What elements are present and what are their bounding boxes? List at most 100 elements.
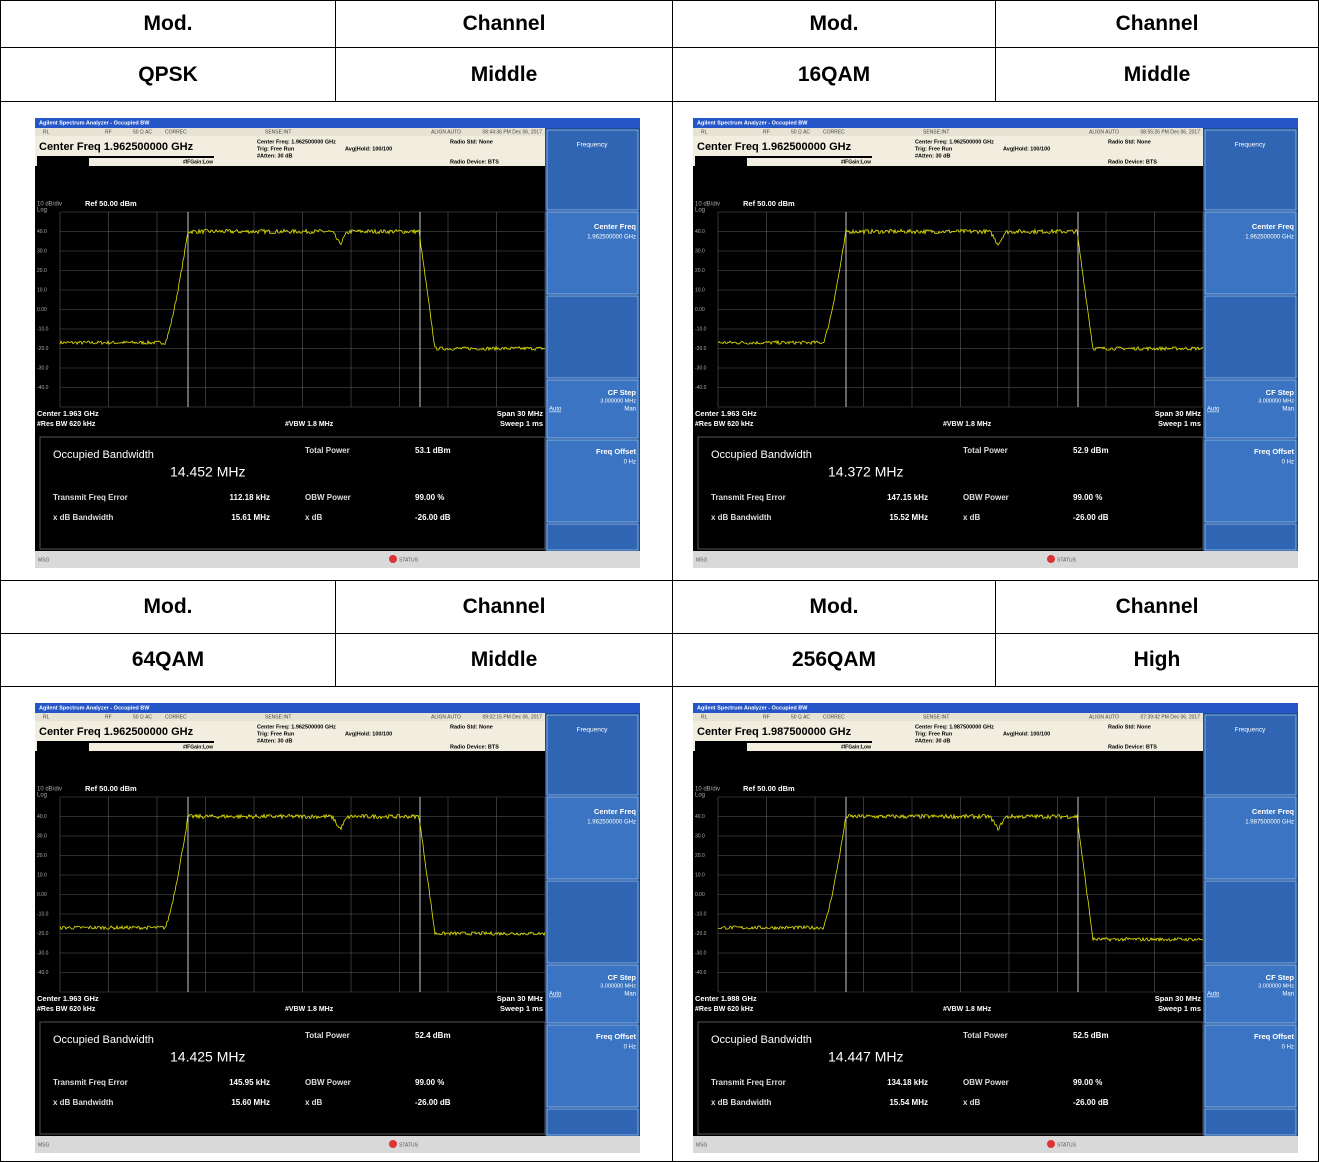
softkey-button (547, 881, 638, 963)
softkey-button (547, 296, 638, 378)
softkey-button (1205, 881, 1296, 963)
vbw: #VBW 1.8 MHz (285, 1006, 334, 1013)
status-label: STATUS (399, 1142, 419, 1148)
center-freq-info: Center Freq: 1.962500000 GHz (257, 724, 336, 730)
result-label: Total Power (305, 1031, 350, 1040)
radio-device: Radio Device: BTS (450, 159, 499, 165)
header-cell: Channel (335, 0, 673, 48)
softkey-center-value: 1.962500000 GHz (587, 820, 636, 826)
page: Mod.ChannelMod.ChannelQPSKMiddle16QAMMid… (0, 0, 1319, 1162)
status-item: CORREC (823, 129, 845, 135)
status-item: SENSE:INT (265, 129, 291, 135)
result-label: OBW Power (963, 1078, 1009, 1087)
result-label: x dB (305, 513, 323, 522)
softkey-cf-step: CF Step (1266, 973, 1295, 982)
vbw: #VBW 1.8 MHz (943, 1006, 992, 1013)
span: Span 30 MHz (1155, 994, 1202, 1003)
status-item: CORREC (823, 714, 845, 720)
status-item: RL (701, 129, 708, 135)
center-label: Center 1.963 GHz (695, 409, 757, 418)
y-label: 10.0 (695, 872, 705, 878)
softkey-button (1205, 524, 1296, 550)
y-label: -10.0 (695, 326, 707, 332)
result-value: 15.61 MHz (231, 513, 270, 522)
header-cell: Mod. (0, 580, 336, 634)
softkey-auto: Auto (1207, 992, 1220, 998)
result-value: 52.4 dBm (415, 1031, 451, 1040)
header-cell: Middle (335, 633, 673, 687)
status-item: ALIGN AUTO (1089, 714, 1119, 720)
softkey-menu: Frequency (577, 142, 608, 149)
y-label: 40.0 (37, 229, 47, 235)
header-cell: 16QAM (672, 47, 996, 102)
softkey-menu: Frequency (1235, 727, 1266, 734)
y-label: 30.0 (695, 833, 705, 839)
result-label: Transmit Freq Error (711, 1078, 786, 1087)
result-obw: 14.452 MHz (170, 464, 245, 480)
center-freq-title: Center Freq 1.962500000 GHz (39, 141, 194, 153)
status-item: RF (105, 714, 112, 720)
status-label: STATUS (399, 557, 419, 563)
y-label: -20.0 (695, 346, 707, 352)
radio-std: Radio Std: None (450, 139, 493, 145)
softkey-cf-step: CF Step (1266, 388, 1295, 397)
result-label: Total Power (963, 1031, 1008, 1040)
status-label: STATUS (1057, 1142, 1077, 1148)
status-bar (693, 551, 1298, 568)
result-value: 99.00 % (415, 493, 444, 502)
status-item: 50 Ω AC (791, 714, 810, 720)
softkey-cf-step: CF Step (608, 973, 637, 982)
result-value: -26.00 dB (1073, 1098, 1109, 1107)
status-item: SENSE:INT (923, 714, 949, 720)
status-item: 50 Ω AC (791, 129, 810, 135)
result-value: 15.54 MHz (889, 1098, 928, 1107)
y-label: 40.0 (37, 814, 47, 820)
span: Span 30 MHz (1155, 409, 1202, 418)
status-icon (389, 1140, 397, 1148)
header-cell: QPSK (0, 47, 336, 102)
header-cell: Middle (335, 47, 673, 102)
status-item: RL (43, 129, 50, 135)
msg-label: MSG (696, 1142, 708, 1148)
softkey-center-value: 1.962500000 GHz (587, 235, 636, 241)
result-value: 134.18 kHz (887, 1078, 928, 1087)
softkey-offset-value: 0 Hz (624, 1045, 636, 1051)
window-title: Agilent Spectrum Analyzer - Occupied BW (697, 120, 808, 126)
sweep: Sweep 1 ms (1158, 419, 1201, 428)
log-label: Log (695, 208, 705, 214)
result-label: x dB (963, 513, 981, 522)
y-label: -40.0 (695, 385, 707, 391)
msg-label: MSG (696, 557, 708, 563)
result-label: Transmit Freq Error (711, 493, 786, 502)
analyzer-screenshot: Agilent Spectrum Analyzer - Occupied BWR… (693, 703, 1298, 1153)
ref-level: Ref 50.00 dBm (85, 784, 137, 793)
y-label: 20.0 (37, 853, 47, 859)
status-icon (1047, 1140, 1055, 1148)
status-bar (693, 1136, 1298, 1153)
result-value: 15.52 MHz (889, 513, 928, 522)
softkey-button (547, 1109, 638, 1135)
atten: #Atten: 30 dB (915, 738, 950, 744)
header-cell: Channel (995, 0, 1319, 48)
sweep: Sweep 1 ms (1158, 1004, 1201, 1013)
result-label: x dB Bandwidth (711, 1098, 772, 1107)
atten: #Atten: 30 dB (257, 738, 292, 744)
if-gain: #IFGain:Low (841, 744, 871, 750)
softkey-cf-value: 3.000000 MHz (600, 983, 636, 989)
msg-label: MSG (38, 557, 50, 563)
log-label: Log (695, 793, 705, 799)
vbw: #VBW 1.8 MHz (943, 421, 992, 428)
y-label: -30.0 (37, 365, 49, 371)
softkey-button (1205, 296, 1296, 378)
center-label: Center 1.963 GHz (37, 994, 99, 1003)
softkey-man: Man (1282, 407, 1294, 413)
result-value: 53.1 dBm (415, 446, 451, 455)
timestamp: 07:39:42 PM Dec 06, 2017 (1141, 714, 1201, 720)
avg-hold: Avg|Hold: 100/100 (1003, 146, 1050, 152)
softkey-center: Center Freq (1252, 807, 1295, 816)
softkey-offset: Freq Offset (596, 447, 637, 456)
status-item: RL (701, 714, 708, 720)
radio-device: Radio Device: BTS (1108, 159, 1157, 165)
result-value: 145.95 kHz (229, 1078, 270, 1087)
result-label: OBW Power (305, 493, 351, 502)
